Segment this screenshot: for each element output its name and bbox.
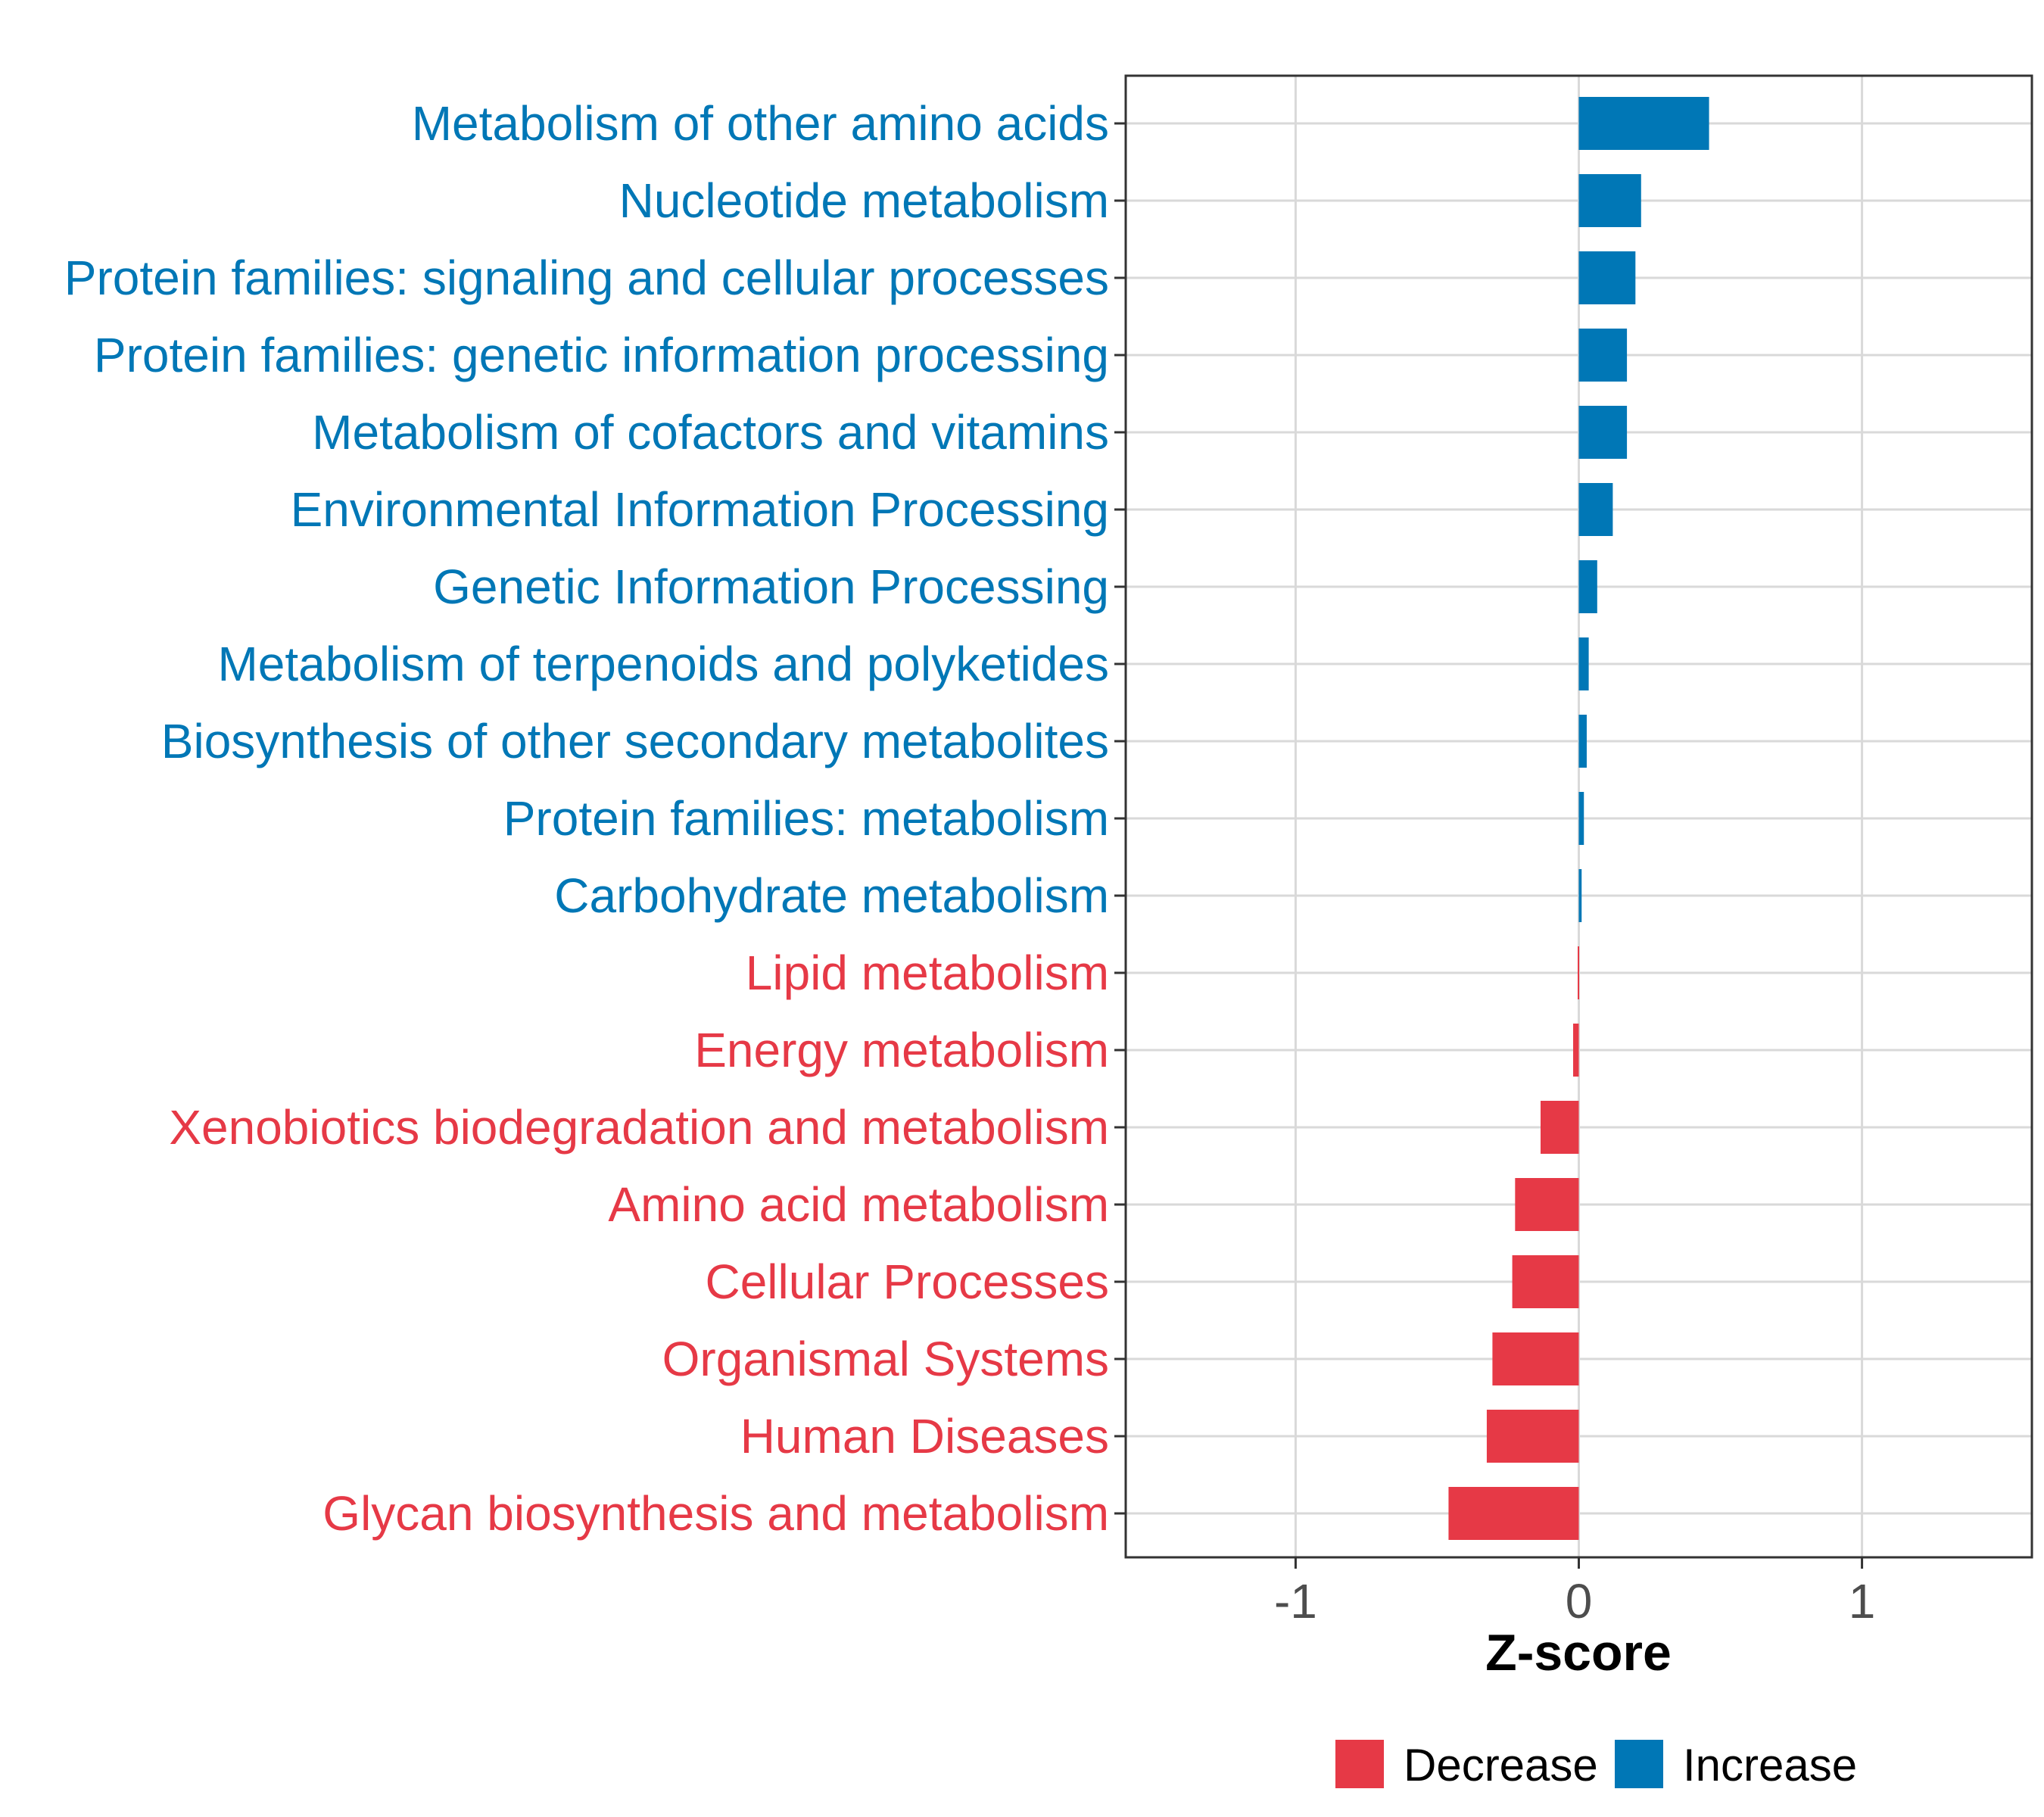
bar — [1578, 792, 1584, 845]
y-tick-label: Protein families: genetic information pr… — [94, 328, 1109, 382]
bar — [1578, 560, 1597, 613]
bar — [1541, 1101, 1579, 1154]
y-tick-label: Xenobiotics biodegradation and metabolis… — [169, 1100, 1109, 1155]
bars-layer — [1448, 97, 1709, 1540]
y-tick-label: Protein families: metabolism — [503, 791, 1109, 846]
bar — [1578, 97, 1709, 150]
y-tick-label: Lipid metabolism — [746, 946, 1109, 1000]
legend-swatch-decrease — [1335, 1740, 1384, 1788]
x-tick-label: 0 — [1566, 1574, 1593, 1628]
bar — [1578, 637, 1589, 690]
legend-label-increase: Increase — [1683, 1740, 1857, 1791]
bar — [1492, 1332, 1579, 1385]
bar — [1578, 251, 1636, 304]
y-tick-label: Environmental Information Processing — [291, 482, 1109, 537]
y-tick-label: Genetic Information Processing — [433, 559, 1109, 614]
bar — [1578, 869, 1582, 922]
bar — [1515, 1178, 1579, 1231]
x-tick-label: 1 — [1849, 1574, 1876, 1628]
bar — [1486, 1410, 1579, 1463]
y-tick-label: Protein families: signaling and cellular… — [64, 251, 1109, 305]
y-axis-labels: Metabolism of other amino acids Nucleotid… — [64, 96, 1126, 1541]
y-tick-label: Organismal Systems — [662, 1332, 1109, 1386]
bar — [1448, 1487, 1579, 1540]
bar — [1578, 406, 1628, 459]
y-tick-label: Carbohydrate metabolism — [554, 868, 1109, 923]
legend: Decrease Increase — [1335, 1740, 1857, 1791]
legend-swatch-increase — [1615, 1740, 1663, 1788]
bar — [1578, 174, 1641, 227]
bar — [1512, 1255, 1579, 1308]
bar — [1578, 946, 1580, 999]
y-tick-label: Nucleotide metabolism — [619, 173, 1109, 228]
bar — [1578, 329, 1628, 382]
bar — [1573, 1024, 1579, 1077]
y-tick-label: Metabolism of cofactors and vitamins — [312, 405, 1109, 460]
y-tick-label: Energy metabolism — [694, 1023, 1109, 1077]
y-tick-label: Biosynthesis of other secondary metaboli… — [161, 714, 1109, 768]
x-tick-label: -1 — [1274, 1574, 1317, 1628]
y-tick-label: Amino acid metabolism — [608, 1177, 1109, 1232]
y-tick-label: Glycan biosynthesis and metabolism — [322, 1486, 1109, 1541]
y-tick-label: Cellular Processes — [705, 1254, 1109, 1309]
y-tick-label: Metabolism of other amino acids — [412, 96, 1109, 151]
y-tick-label: Metabolism of terpenoids and polyketides — [217, 637, 1109, 691]
x-axis-ticks: -1 0 1 — [1274, 1557, 1875, 1628]
legend-label-decrease: Decrease — [1404, 1740, 1598, 1791]
x-axis-title: Z-score — [1485, 1624, 1672, 1681]
bar — [1578, 483, 1613, 536]
bar — [1578, 715, 1587, 768]
y-tick-label: Human Diseases — [740, 1409, 1109, 1463]
